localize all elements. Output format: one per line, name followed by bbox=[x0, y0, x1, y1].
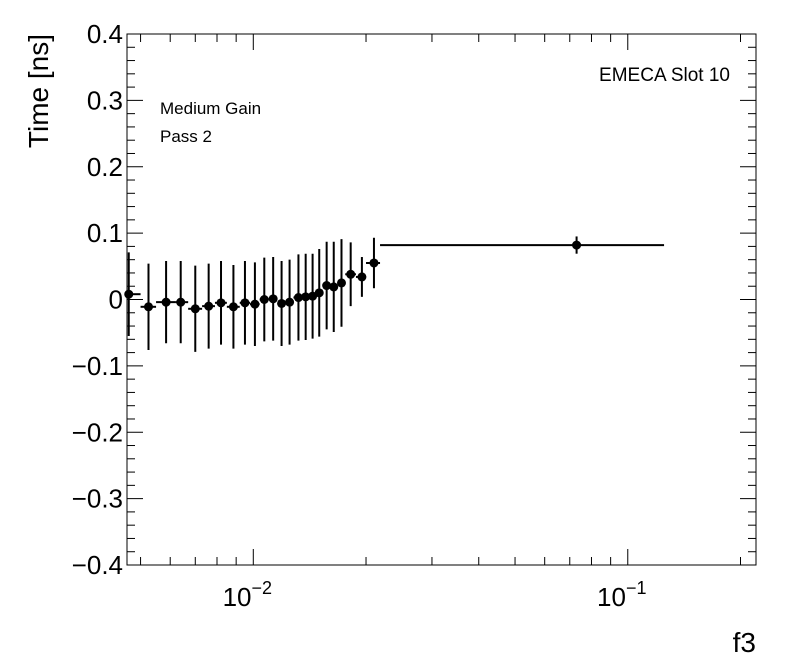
annotation-gain: Medium Gain bbox=[160, 99, 261, 118]
marker bbox=[346, 269, 356, 279]
y-axis-ticks: −0.4 −0.3 −0.2 −0.1 0 0.1 0.2 0.3 0.4 bbox=[72, 19, 756, 580]
marker bbox=[124, 289, 134, 299]
marker bbox=[268, 294, 278, 304]
data-point bbox=[202, 263, 215, 349]
y-tick-label: −0.1 bbox=[72, 351, 123, 381]
marker bbox=[308, 291, 318, 301]
marker bbox=[329, 282, 339, 292]
marker bbox=[357, 272, 367, 282]
data-point bbox=[140, 263, 157, 350]
marker bbox=[301, 292, 311, 302]
x-tick-label: 10−1 bbox=[597, 578, 646, 612]
y-tick-label: −0.3 bbox=[72, 484, 123, 514]
data-point bbox=[250, 262, 260, 346]
data-point bbox=[293, 254, 303, 341]
marker bbox=[322, 281, 332, 291]
data-point bbox=[277, 261, 287, 346]
marker bbox=[216, 298, 226, 308]
data-point bbox=[156, 261, 176, 344]
data-point bbox=[239, 261, 251, 345]
annotation-pass: Pass 2 bbox=[160, 127, 212, 146]
y-tick-label: −0.4 bbox=[72, 550, 123, 580]
data-point bbox=[124, 252, 141, 337]
data-point bbox=[329, 241, 339, 333]
y-tick-label: −0.2 bbox=[72, 417, 123, 447]
marker bbox=[369, 258, 379, 268]
x-tick-label: 10−2 bbox=[223, 578, 272, 612]
marker bbox=[259, 295, 269, 304]
marker bbox=[572, 240, 582, 250]
data-point bbox=[268, 257, 278, 341]
marker bbox=[314, 288, 324, 298]
marker bbox=[204, 301, 214, 311]
marker bbox=[176, 297, 186, 307]
y-tick-label: 0.3 bbox=[87, 85, 123, 115]
marker bbox=[228, 302, 238, 312]
marker bbox=[277, 298, 287, 308]
data-point bbox=[308, 253, 318, 339]
marker bbox=[336, 278, 346, 288]
data-series bbox=[124, 236, 665, 352]
data-point bbox=[322, 241, 332, 330]
data-point bbox=[380, 236, 665, 254]
marker bbox=[240, 298, 250, 308]
data-point bbox=[345, 242, 356, 307]
marker bbox=[250, 299, 260, 309]
annotation-slot: EMECA Slot 10 bbox=[599, 65, 730, 86]
data-point bbox=[355, 257, 367, 297]
x-axis-ticks: 10−2 10−1 bbox=[140, 34, 741, 612]
x-axis-title: f3 bbox=[733, 627, 756, 658]
marker bbox=[161, 297, 171, 307]
marker bbox=[190, 304, 200, 314]
data-point bbox=[285, 259, 295, 345]
data-point bbox=[259, 257, 269, 342]
marker bbox=[143, 302, 153, 312]
data-point bbox=[214, 261, 227, 345]
y-axis-title: Time [ns] bbox=[23, 34, 54, 148]
y-tick-label: 0.1 bbox=[87, 218, 123, 248]
data-point bbox=[301, 253, 311, 340]
y-tick-label: 0.2 bbox=[87, 152, 123, 182]
marker bbox=[285, 297, 295, 307]
data-point bbox=[314, 249, 324, 337]
y-tick-label: 0 bbox=[109, 285, 123, 315]
y-tick-label: 0.4 bbox=[87, 19, 123, 49]
data-point bbox=[175, 261, 189, 344]
data-point bbox=[188, 265, 203, 352]
data-point bbox=[226, 264, 240, 349]
data-point bbox=[366, 237, 381, 289]
marker bbox=[293, 293, 303, 303]
data-point bbox=[336, 239, 346, 327]
